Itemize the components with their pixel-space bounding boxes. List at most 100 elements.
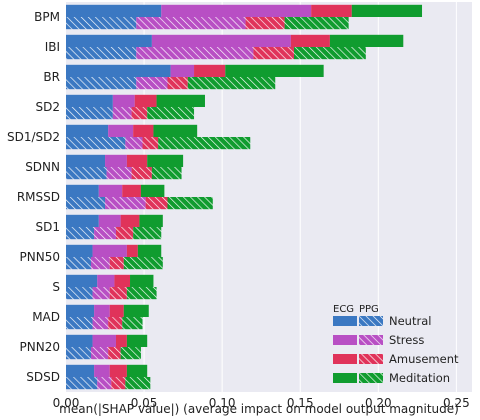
bar-bpm-ecg-amusement xyxy=(311,4,352,17)
bar-pnn50-ppg-neutral xyxy=(66,257,91,270)
bar-ibi-ecg-meditation xyxy=(329,34,404,47)
x-tick-labels: 0.00 0.05 0.10 0.15 0.20 0.25 xyxy=(53,396,470,410)
bar-bpm-ppg-neutral xyxy=(66,17,137,30)
bar-mad-ecg-amusement xyxy=(109,304,124,317)
bar-br-ecg-neutral xyxy=(66,64,171,77)
y-tick-label: PNN50 xyxy=(20,250,60,264)
bar-ibi-ppg-meditation xyxy=(293,47,366,60)
bar-mad-ppg-amusement xyxy=(108,317,123,330)
bar-sd1-sd2-ppg-meditation xyxy=(158,137,251,150)
bar-bpm-ppg-amusement xyxy=(245,17,285,30)
bar-rmssd-ppg-meditation xyxy=(167,197,213,210)
y-tick-label: SD1/SD2 xyxy=(7,130,60,144)
bar-sdnn-ecg-neutral xyxy=(66,154,106,167)
bar-s-ppg-meditation xyxy=(126,287,157,300)
legend-swatch-ecg xyxy=(333,316,357,326)
bar-pnn50-ecg-amusement xyxy=(126,244,138,257)
x-tick-label: 0.20 xyxy=(365,396,392,410)
bar-mad-ppg-meditation xyxy=(122,317,143,330)
bar-br-ppg-amusement xyxy=(167,77,188,90)
bar-pnn50-ppg-amusement xyxy=(109,257,124,270)
bar-pnn50-ecg-neutral xyxy=(66,244,93,257)
bar-sd1-ppg-amusement xyxy=(115,227,134,240)
bar-rmssd-ecg-meditation xyxy=(140,184,165,197)
x-tick-label: 0.05 xyxy=(131,396,158,410)
legend-label-stress: Stress xyxy=(389,333,424,347)
bar-sd1-ecg-meditation xyxy=(139,214,163,227)
y-tick-label: SD2 xyxy=(36,100,61,114)
x-tick-label: 0.25 xyxy=(443,396,470,410)
bar-sdnn-ecg-amusement xyxy=(126,154,148,167)
y-tick-label: SDSD xyxy=(26,370,60,384)
bar-pnn20-ppg-amusement xyxy=(108,347,121,360)
bar-sd1-ppg-meditation xyxy=(133,227,162,240)
bar-pnn20-ppg-stress xyxy=(90,347,109,360)
bar-s-ecg-amusement xyxy=(114,274,131,287)
bar-pnn50-ecg-stress xyxy=(92,244,127,257)
legend-header-ecg: ECG xyxy=(333,304,354,315)
bar-sd2-ecg-meditation xyxy=(156,94,205,107)
legend-swatch-ppg xyxy=(359,354,383,364)
bar-pnn50-ecg-meditation xyxy=(137,244,162,257)
x-tick-label: 0.15 xyxy=(287,396,314,410)
bar-sdsd-ecg-stress xyxy=(94,364,110,377)
bar-ibi-ppg-amusement xyxy=(253,47,294,60)
x-tick-label: 0.00 xyxy=(53,396,80,410)
bar-s-ecg-neutral xyxy=(66,274,98,287)
bar-mad-ppg-neutral xyxy=(66,317,93,330)
bar-mad-ppg-stress xyxy=(92,317,109,330)
bar-sd1-sd2-ecg-stress xyxy=(108,124,134,137)
bar-bpm-ecg-neutral xyxy=(66,4,162,17)
y-tick-label: MAD xyxy=(32,310,60,324)
bar-sdsd-ppg-amusement xyxy=(111,377,126,390)
bar-sdsd-ppg-stress xyxy=(97,377,112,390)
bar-ibi-ecg-amusement xyxy=(290,34,330,47)
bar-rmssd-ecg-amusement xyxy=(122,184,141,197)
bar-bpm-ppg-meditation xyxy=(284,17,349,30)
bar-sdsd-ecg-neutral xyxy=(66,364,95,377)
legend-swatch-ppg xyxy=(359,316,383,326)
bar-pnn20-ecg-amusement xyxy=(115,334,127,347)
bar-br-ecg-meditation xyxy=(225,64,324,77)
y-tick-label: IBI xyxy=(45,40,60,54)
legend-label-meditation: Meditation xyxy=(389,371,450,385)
bar-sd2-ppg-neutral xyxy=(66,107,113,120)
bar-sd1-ppg-neutral xyxy=(66,227,95,240)
bar-sd1-ecg-amusement xyxy=(120,214,140,227)
legend-header-ppg: PPG xyxy=(359,304,379,315)
legend-label-amusement: Amusement xyxy=(389,352,459,366)
bar-sd2-ppg-stress xyxy=(112,107,132,120)
y-tick-label: BR xyxy=(43,70,60,84)
bar-bpm-ppg-stress xyxy=(136,17,246,30)
bar-rmssd-ecg-neutral xyxy=(66,184,99,197)
bar-sdnn-ppg-neutral xyxy=(66,167,107,180)
bar-sdnn-ppg-meditation xyxy=(151,167,182,180)
bar-sd2-ppg-meditation xyxy=(147,107,195,120)
bar-rmssd-ppg-neutral xyxy=(66,197,106,210)
legend-swatch-ecg xyxy=(333,354,357,364)
y-tick-label: SD1 xyxy=(36,220,61,234)
legend-swatch-ppg xyxy=(359,373,383,383)
bar-sd1-sd2-ppg-amusement xyxy=(142,137,159,150)
bar-ibi-ppg-stress xyxy=(136,47,254,60)
bar-sdsd-ppg-neutral xyxy=(66,377,98,390)
bar-sdnn-ppg-stress xyxy=(106,167,132,180)
bar-mad-ecg-meditation xyxy=(123,304,149,317)
bar-pnn20-ecg-meditation xyxy=(126,334,148,347)
y-tick-label: SDNN xyxy=(25,160,60,174)
bar-s-ecg-meditation xyxy=(130,274,154,287)
bar-br-ecg-amusement xyxy=(194,64,226,77)
bar-sd1-ecg-neutral xyxy=(66,214,99,227)
bar-s-ppg-amusement xyxy=(109,287,127,300)
bar-ibi-ecg-neutral xyxy=(66,34,152,47)
bar-br-ppg-meditation xyxy=(187,77,276,90)
bar-bpm-ecg-meditation xyxy=(351,4,423,17)
bar-bpm-ecg-stress xyxy=(161,4,312,17)
bar-s-ppg-stress xyxy=(92,287,110,300)
bar-sdnn-ppg-amusement xyxy=(131,167,152,180)
legend-swatch-ecg xyxy=(333,373,357,383)
bar-br-ppg-neutral xyxy=(66,77,137,90)
bar-pnn20-ecg-neutral xyxy=(66,334,93,347)
